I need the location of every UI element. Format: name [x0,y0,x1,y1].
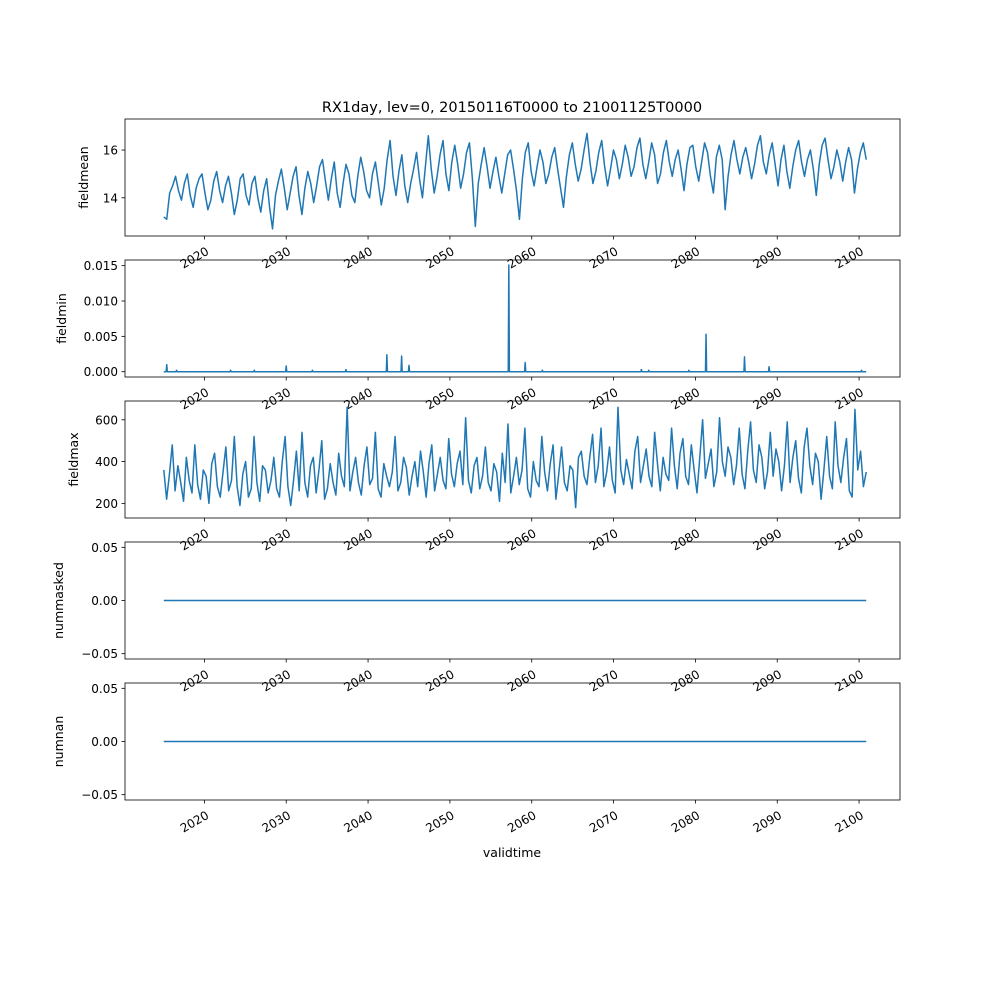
y-tick-label: 0.010 [84,295,118,309]
y-tick-label: −0.05 [81,788,118,802]
series-line-fieldmin [163,264,867,373]
y-tick-label: 0.005 [84,330,118,344]
y-tick-label: 600 [95,413,118,427]
axes-frame [124,259,901,378]
y-tick-label: 200 [95,497,118,511]
y-tick-label: 0.00 [91,594,118,608]
y-tick-label: 0.00 [91,735,118,749]
y-axis-label: nummasked [51,562,66,639]
y-tick-label: 400 [95,455,118,469]
y-tick-label: 14 [103,191,118,205]
series-line-fieldmax [163,406,867,509]
axes-frame [124,118,901,237]
y-axis-label: numnan [51,716,66,768]
y-axis-label: fieldmax [66,432,81,486]
y-axis-label: fieldmin [54,293,69,344]
y-tick-label: 16 [103,144,118,158]
y-tick-label: 0.05 [91,682,118,696]
series-line-fieldmean [163,132,867,230]
y-tick-label: −0.05 [81,647,118,661]
y-tick-label: 0.05 [91,541,118,555]
x-axis-label: validtime [483,845,541,860]
axes-frame [124,400,901,519]
y-axis-label: fieldmean [76,146,91,208]
y-tick-label: 0.015 [84,259,118,273]
figure-title: RX1day, lev=0, 20150116T0000 to 21001125… [322,100,702,116]
y-tick-label: 0.000 [84,365,118,379]
